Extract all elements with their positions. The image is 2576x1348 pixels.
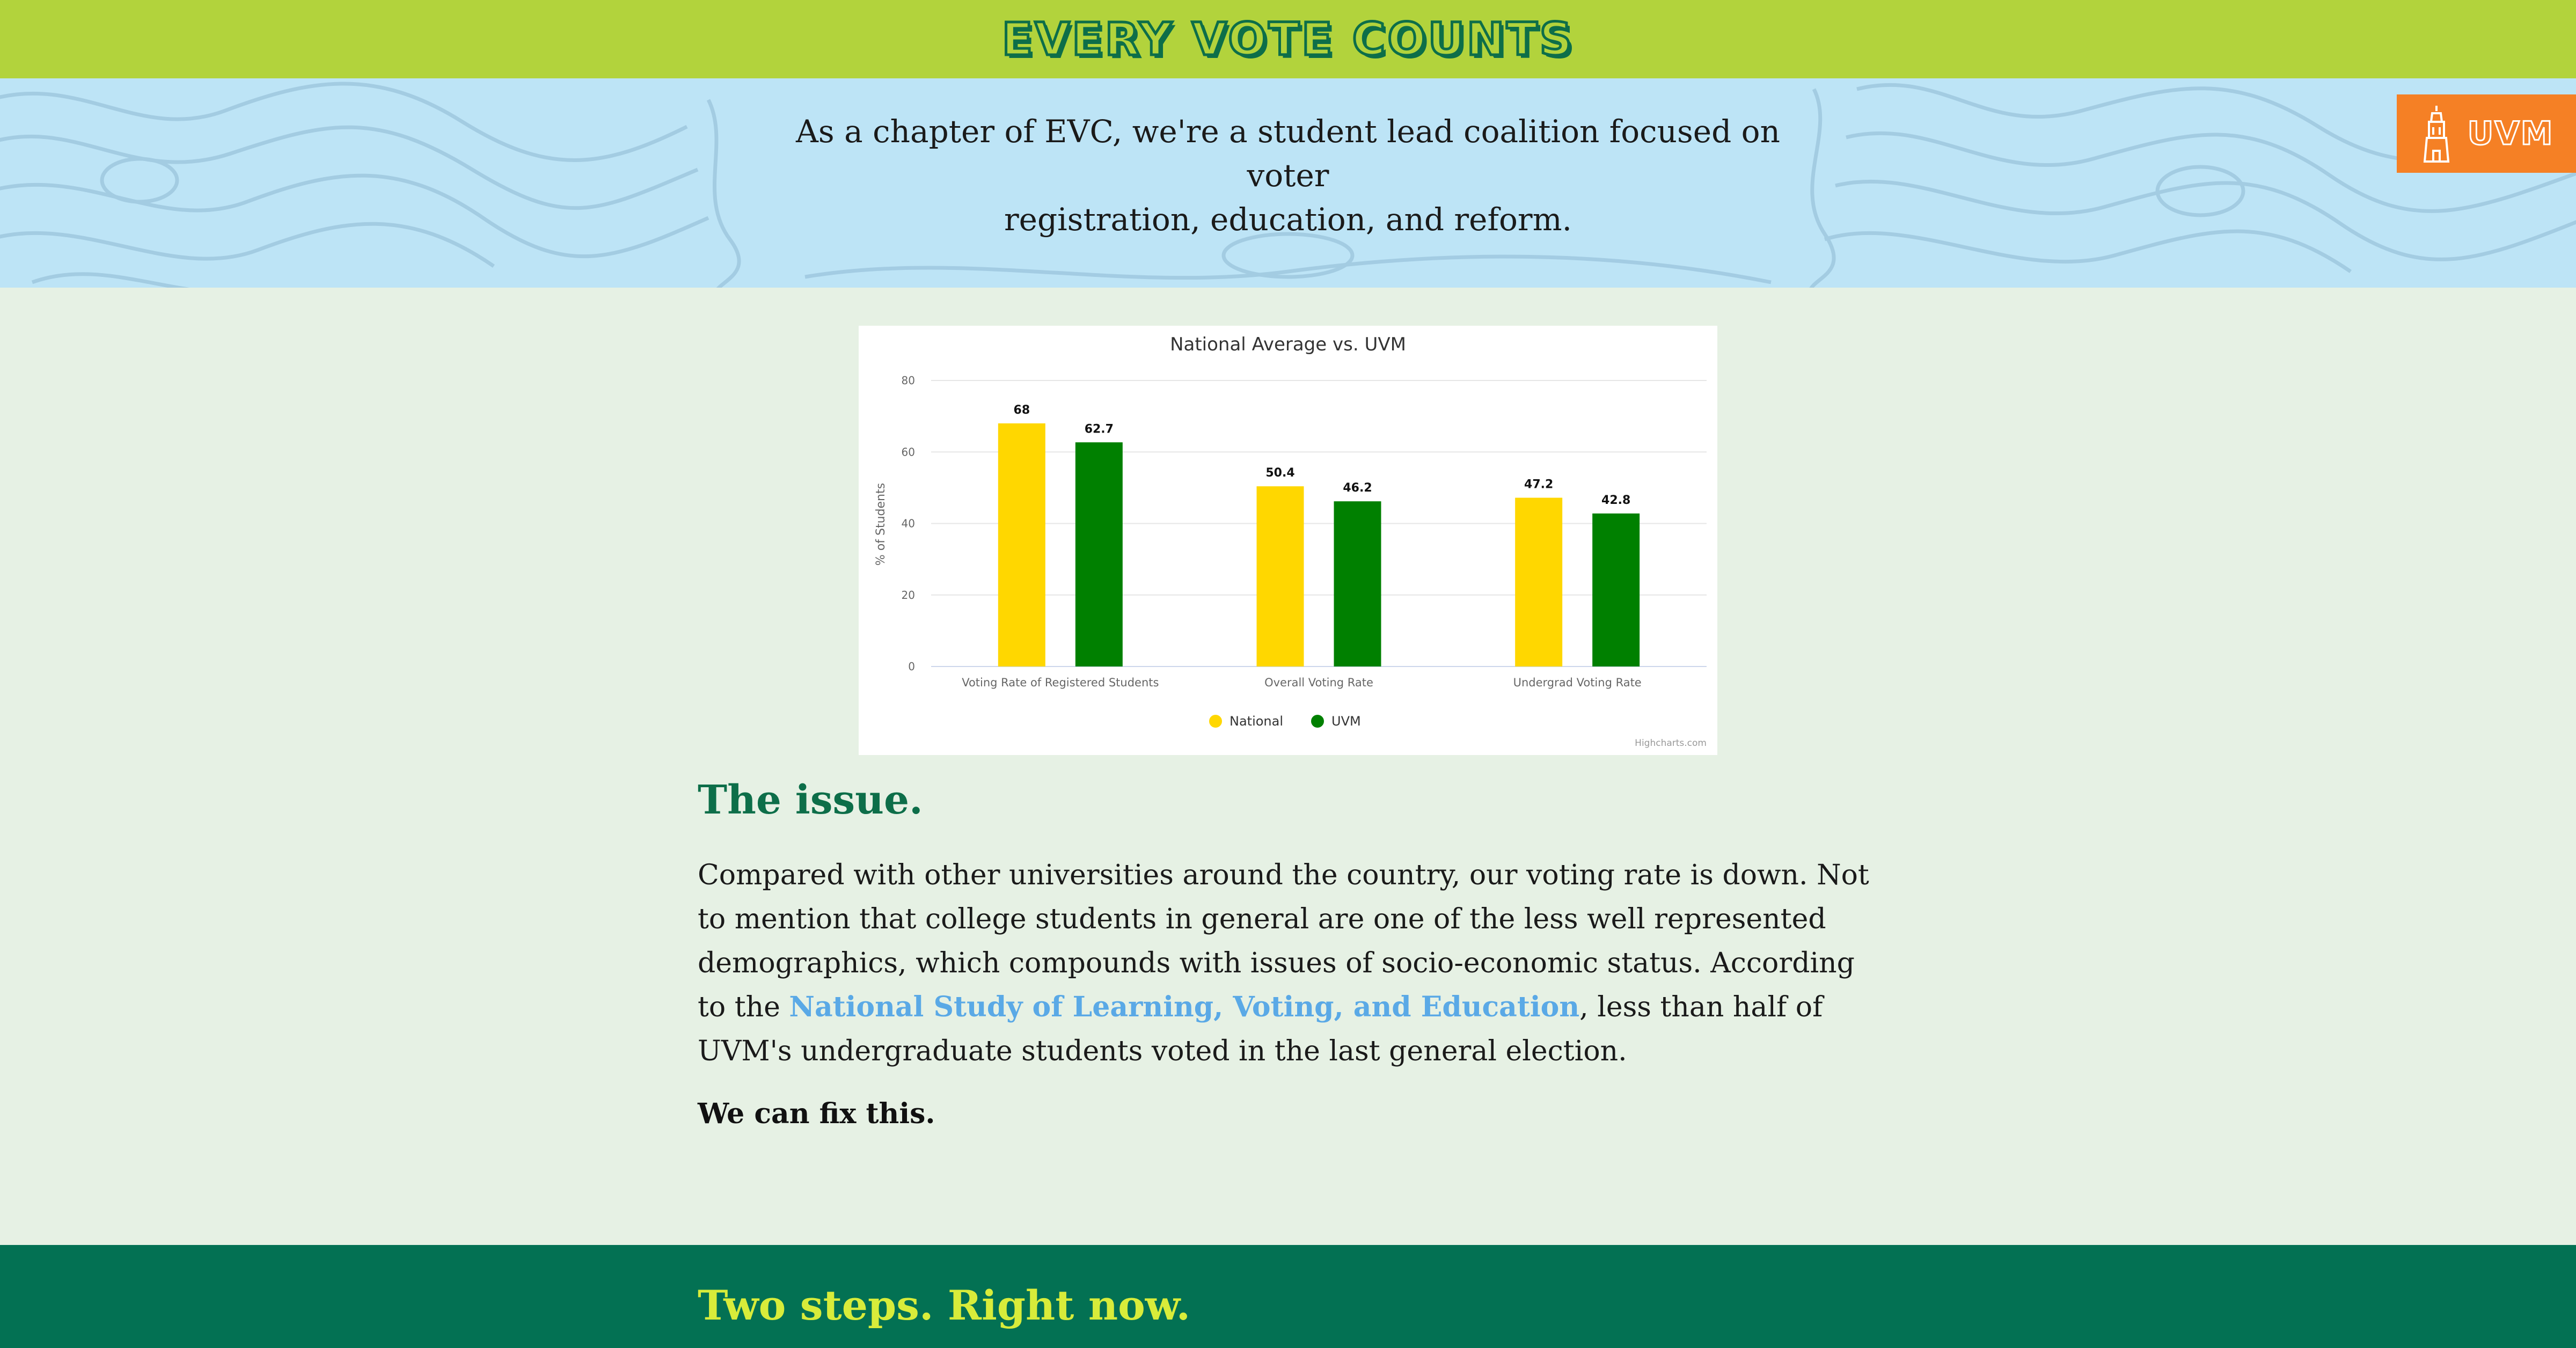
hero-description: As a chapter of EVC, we're a student lea… [751, 109, 1825, 241]
y-tick-label: 40 [902, 517, 915, 530]
issue-paragraph: Compared with other universities around … [698, 853, 1889, 1073]
national-study-link[interactable]: National Study of Learning, Voting, and … [789, 991, 1580, 1023]
data-label: 68 [1014, 404, 1030, 417]
uvm-badge[interactable]: UVM [2397, 94, 2576, 173]
issue-text-after: , less than half of UVM's undergraduate … [698, 991, 1823, 1067]
x-tick-label: Voting Rate of Registered Students [962, 676, 1159, 689]
tower-icon [2423, 106, 2449, 163]
uvm-badge-label: UVM [2467, 114, 2554, 153]
voting-rate-chart: National Average vs. UVM 0 20 40 60 80 % of St… [859, 326, 1717, 755]
site-header: Every Vote Counts [0, 0, 2576, 78]
hero-line-1: As a chapter of EVC, we're a student lea… [796, 113, 1780, 194]
y-axis-label: % of Students [874, 483, 888, 566]
bar-uvm [1592, 513, 1640, 666]
site-title: Every Vote Counts [1000, 12, 1575, 67]
y-tick-label: 80 [902, 374, 915, 387]
hero-line-2: registration, education, and reform. [1004, 201, 1572, 238]
data-label: 42.8 [1601, 494, 1630, 507]
legend-marker [1311, 715, 1324, 728]
bar-national [1515, 497, 1563, 666]
hero-banner: As a chapter of EVC, we're a student lea… [0, 78, 2576, 288]
legend-marker [1209, 715, 1222, 728]
issue-heading: The issue. [698, 777, 923, 823]
data-label: 50.4 [1265, 466, 1294, 480]
data-label: 62.7 [1085, 422, 1114, 436]
y-tick-label: 60 [902, 445, 915, 458]
chart-credit: Highcharts.com [1635, 738, 1707, 749]
bar-uvm [1334, 501, 1381, 666]
issue-text-before: Compared with other universities around … [698, 859, 1869, 1023]
y-tick-label: 0 [908, 660, 915, 673]
x-tick-label: Undergrad Voting Rate [1513, 676, 1642, 689]
two-steps-heading: Two steps. Right now. [698, 1281, 1191, 1329]
two-steps-section: Two steps. Right now. [0, 1245, 2576, 1348]
bar-national [998, 423, 1045, 666]
x-tick-label: Overall Voting Rate [1264, 676, 1373, 689]
data-label: 47.2 [1524, 478, 1553, 492]
bar-uvm [1075, 442, 1123, 666]
chart-canvas: National Average vs. UVM 0 20 40 60 80 % of St… [874, 334, 1707, 749]
fix-statement: We can fix this. [698, 1097, 935, 1130]
y-tick-label: 20 [902, 589, 915, 602]
bar-national [1256, 486, 1304, 666]
chart-title: National Average vs. UVM [1170, 334, 1406, 355]
legend-label: UVM [1331, 714, 1361, 729]
data-label: 46.2 [1343, 481, 1372, 495]
legend-label: National [1230, 714, 1283, 729]
